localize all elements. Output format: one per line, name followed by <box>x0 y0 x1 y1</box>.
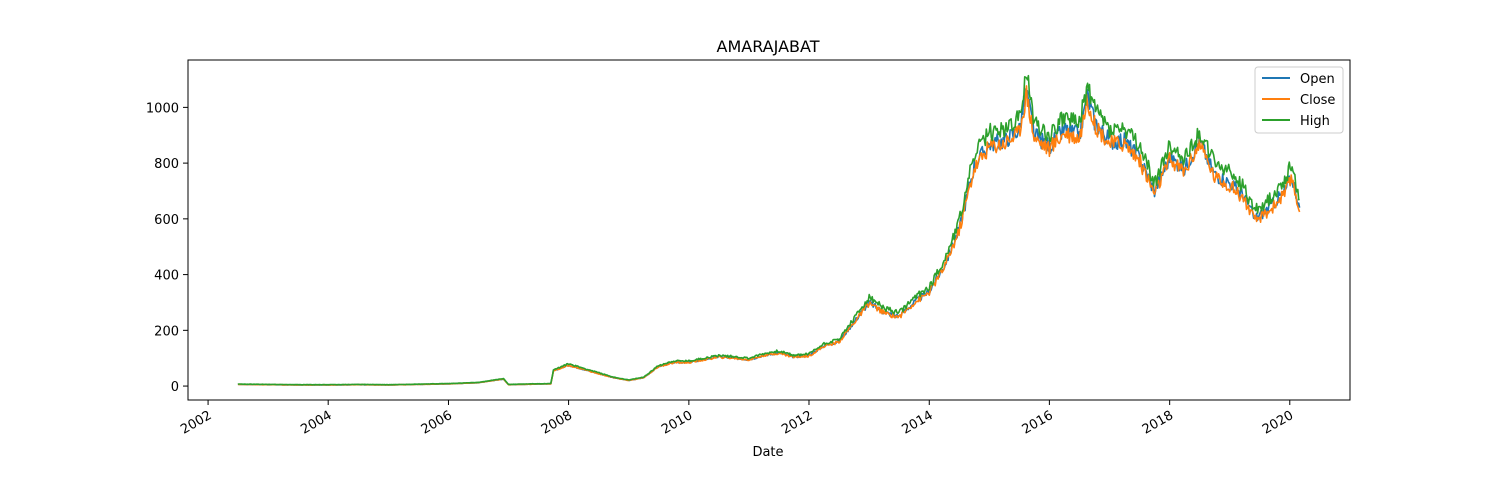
legend-box <box>1254 66 1344 134</box>
x-tick-label: 2008 <box>539 408 575 438</box>
legend-label-open: Open <box>1300 72 1335 87</box>
x-tick-label: 2010 <box>659 408 695 438</box>
plot-frame <box>187 59 1351 401</box>
x-tick-label: 2004 <box>298 408 334 438</box>
chart-title: AMARAJABAT <box>717 37 820 56</box>
x-tick-label: 2002 <box>178 408 214 438</box>
y-axis: 0 200 400 600 800 1000 <box>146 101 188 395</box>
y-tick-label: 1000 <box>146 101 179 116</box>
y-tick-label: 0 <box>171 380 179 395</box>
y-tick-label: 800 <box>154 157 179 172</box>
series-line-open <box>237 88 1301 386</box>
x-tick-label: 2016 <box>1020 408 1056 438</box>
y-tick-label: 400 <box>154 269 179 284</box>
legend: Open Close High <box>1254 66 1344 134</box>
y-tick-label: 600 <box>154 213 179 228</box>
series-line-high <box>237 74 1300 386</box>
x-axis: 2002 2004 2006 2008 2010 2012 2014 2016 2018 2020 <box>178 400 1296 438</box>
legend-label-high: High <box>1300 114 1330 129</box>
series-layer <box>237 74 1301 386</box>
x-tick-label: 2012 <box>779 408 815 438</box>
x-tick-label: 2020 <box>1260 408 1296 438</box>
x-axis-label: Date <box>752 445 783 460</box>
x-tick-label: 2006 <box>419 408 455 438</box>
x-tick-label: 2018 <box>1140 408 1176 438</box>
y-tick-label: 200 <box>154 324 179 339</box>
series-line-close <box>237 85 1301 386</box>
x-tick-label: 2014 <box>900 408 936 438</box>
legend-label-close: Close <box>1300 93 1335 108</box>
